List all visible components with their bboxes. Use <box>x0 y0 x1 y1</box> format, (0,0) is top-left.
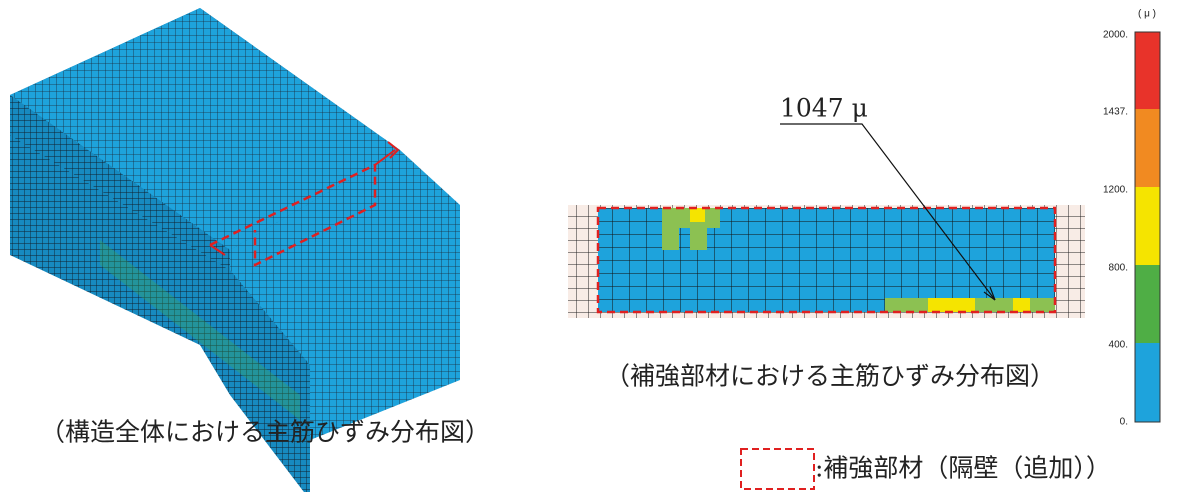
structure-3d <box>10 8 460 492</box>
cell-yellow <box>1013 298 1030 312</box>
scale-band <box>1135 32 1160 109</box>
scale-label: 2000. <box>1103 30 1128 41</box>
leader-line <box>780 123 996 301</box>
color-scale <box>1134 31 1161 423</box>
scale-band <box>1135 265 1160 343</box>
scale-band <box>1135 109 1160 187</box>
cell-green <box>690 228 707 250</box>
legend-swatch <box>740 448 815 490</box>
cell-yellow <box>928 298 975 312</box>
caption: （補強部材における主筋ひずみ分布図） <box>605 362 1055 391</box>
legend-text: :補強部材（隔壁（追加）） <box>815 454 1111 483</box>
leader-arrow <box>983 286 996 301</box>
green-band <box>100 240 300 420</box>
cell-yellow <box>690 208 705 222</box>
scale-band <box>1135 343 1160 422</box>
peak-label: 1047 μ <box>780 94 868 123</box>
cell-green <box>662 228 679 250</box>
scale-label: 800. <box>1109 263 1128 274</box>
caption: （構造全体における主筋ひずみ分布図） <box>40 418 490 447</box>
member-outline <box>596 206 1057 314</box>
member-outline <box>209 163 377 268</box>
scale-unit: ( μ ) <box>1138 9 1156 20</box>
scale-label: 1437. <box>1103 107 1128 118</box>
scale-label: 1200. <box>1103 185 1128 196</box>
scale-label: 400. <box>1109 340 1128 351</box>
lower-block <box>10 135 310 492</box>
section-arrow <box>209 141 400 256</box>
scale-frame <box>1134 31 1161 423</box>
member-panel <box>568 123 1085 318</box>
scale-band <box>1135 187 1160 265</box>
scale-labels: 2000. 1437. 1200. 800. 400. 0. <box>1103 30 1128 428</box>
top-face <box>10 8 400 250</box>
scale-label: 0. <box>1120 417 1128 428</box>
